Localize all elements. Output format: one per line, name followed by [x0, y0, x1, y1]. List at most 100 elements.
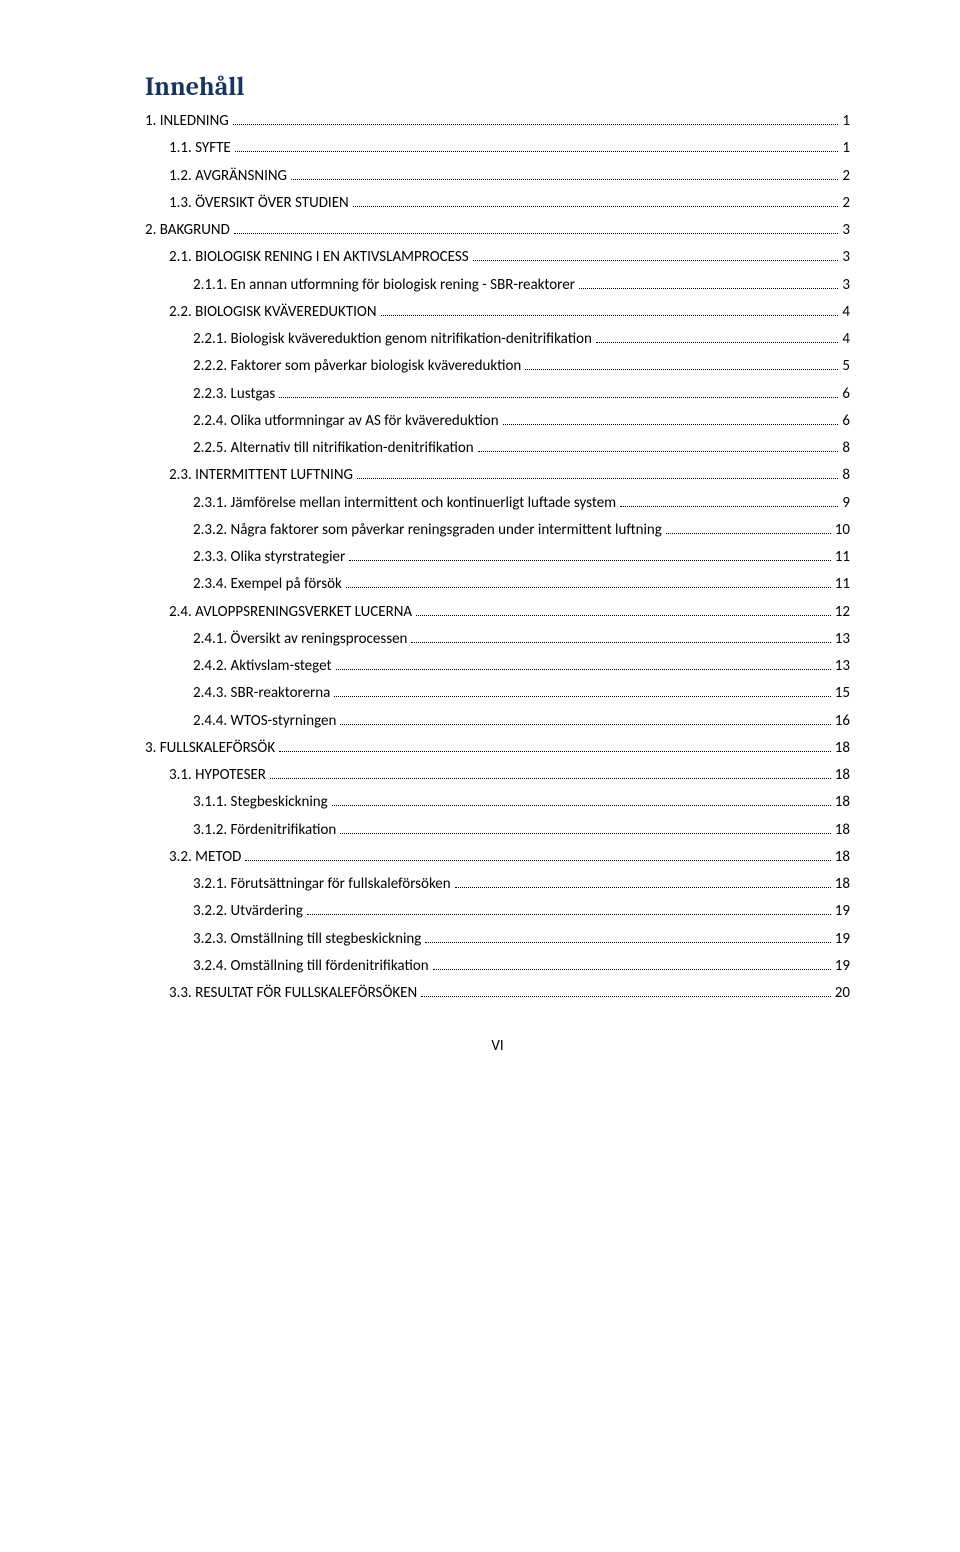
toc-label: 2.4.3. SBR-reaktorerna [193, 682, 330, 705]
toc-entry: 3.2.1. Förutsättningar för fullskaleförs… [145, 871, 850, 898]
toc-entry: 2.3.4. Exempel på försök11 [145, 571, 850, 598]
toc-entry: 3.1. HYPOTESER18 [145, 762, 850, 789]
toc-page: 2 [842, 165, 850, 188]
toc-leader [233, 124, 839, 125]
toc-leader [279, 751, 831, 752]
toc-page: 1 [842, 137, 850, 160]
toc-entry: 1. INLEDNING 1 [145, 108, 850, 135]
toc-leader [336, 669, 831, 670]
toc-page: 10 [835, 519, 850, 542]
toc-leader [353, 206, 839, 207]
toc-page: 4 [842, 301, 850, 324]
toc-leader [478, 451, 839, 452]
toc-label: 3. FULLSKALEFÖRSÖK [145, 737, 275, 760]
toc-page: 4 [842, 328, 850, 351]
toc-leader [503, 424, 839, 425]
toc-leader [346, 587, 831, 588]
toc-page: 18 [835, 846, 850, 869]
toc-page: 18 [835, 737, 850, 760]
toc-label: 2.3.4. Exempel på försök [193, 573, 342, 596]
toc-leader [234, 233, 839, 234]
toc-label: 3.2. METOD [169, 846, 241, 869]
toc-leader [332, 805, 831, 806]
toc-entry: 2.3.1. Jämförelse mellan intermittent oc… [145, 490, 850, 517]
toc-leader [357, 478, 838, 479]
toc-leader [596, 342, 839, 343]
page-number: VI [145, 1037, 850, 1055]
toc-label: 3.2.2. Utvärdering [193, 900, 303, 923]
toc-page: 18 [835, 819, 850, 842]
toc-entry: 1.2. AVGRÄNSNING 2 [145, 163, 850, 190]
toc-entry: 3.2. METOD 18 [145, 844, 850, 871]
toc-leader [411, 642, 830, 643]
toc-entry: 2.2. BIOLOGISK KVÄVEREDUKTION 4 [145, 299, 850, 326]
toc-page: 2 [842, 192, 850, 215]
page-title: Innehåll [145, 72, 850, 102]
toc-entry: 2.4. AVLOPPSRENINGSVERKET LUCERNA 12 [145, 599, 850, 626]
toc-label: 2.1. BIOLOGISK RENING I EN AKTIVSLAMPROC… [169, 246, 469, 269]
toc-page: 19 [835, 955, 850, 978]
toc-page: 6 [842, 383, 850, 406]
toc-label: 2.4.1. Översikt av reningsprocessen [193, 628, 407, 651]
toc-leader [579, 288, 838, 289]
toc-page: 8 [842, 437, 850, 460]
toc-entry: 2.4.3. SBR-reaktorerna 15 [145, 680, 850, 707]
toc-entry: 2.2.3. Lustgas6 [145, 381, 850, 408]
toc-entry: 2.3.3. Olika styrstrategier11 [145, 544, 850, 571]
toc-leader [416, 615, 831, 616]
toc-leader [279, 397, 838, 398]
toc-label: 1.3. ÖVERSIKT ÖVER STUDIEN [169, 192, 349, 215]
toc-entry: 3.1.2. Fördenitrifikation 18 [145, 817, 850, 844]
toc-leader [473, 260, 839, 261]
toc-page: 12 [835, 601, 850, 624]
toc-label: 3.1.2. Fördenitrifikation [193, 819, 336, 842]
toc-label: 2.2. BIOLOGISK KVÄVEREDUKTION [169, 301, 377, 324]
toc-entry: 3. FULLSKALEFÖRSÖK 18 [145, 735, 850, 762]
toc-leader [245, 860, 830, 861]
toc-leader [381, 315, 839, 316]
toc-entry: 2.4.1. Översikt av reningsprocessen 13 [145, 626, 850, 653]
toc-label: 2.4. AVLOPPSRENINGSVERKET LUCERNA [169, 601, 412, 624]
toc-label: 2.2.5. Alternativ till nitrifikation-den… [193, 437, 474, 460]
toc-entry: 3.2.3. Omställning till stegbeskickning1… [145, 926, 850, 953]
toc-entry: 1.1. SYFTE1 [145, 135, 850, 162]
toc-leader [425, 942, 830, 943]
toc-page: 18 [835, 791, 850, 814]
toc-entry: 2.2.2. Faktorer som påverkar biologisk k… [145, 353, 850, 380]
toc-page: 3 [842, 274, 850, 297]
toc-entry: 2.4.4. WTOS-styrningen 16 [145, 708, 850, 735]
toc-label: 2.4.4. WTOS-styrningen [193, 710, 336, 733]
toc-page: 16 [835, 710, 850, 733]
toc-label: 3.1.1. Stegbeskickning [193, 791, 328, 814]
toc-page: 15 [835, 682, 850, 705]
toc-entry: 2.3. INTERMITTENT LUFTNING8 [145, 462, 850, 489]
toc-label: 2.2.4. Olika utformningar av AS för kväv… [193, 410, 499, 433]
toc-page: 13 [835, 655, 850, 678]
toc-entry: 2.2.5. Alternativ till nitrifikation-den… [145, 435, 850, 462]
toc-label: 1. INLEDNING [145, 110, 229, 133]
toc-entry: 2. BAKGRUND 3 [145, 217, 850, 244]
toc-label: 2.3.1. Jämförelse mellan intermittent oc… [193, 492, 616, 515]
toc-label: 2. BAKGRUND [145, 219, 230, 242]
toc-leader [349, 560, 831, 561]
toc-page: 1 [842, 110, 850, 133]
toc-leader [421, 996, 831, 997]
toc-entry: 2.2.4. Olika utformningar av AS för kväv… [145, 408, 850, 435]
toc-entry: 2.2.1. Biologisk kvävereduktion genom ni… [145, 326, 850, 353]
toc-page: 3 [842, 246, 850, 269]
toc-leader [340, 833, 831, 834]
toc-page: 3 [842, 219, 850, 242]
toc-page: 8 [842, 464, 850, 487]
toc-page: 18 [835, 873, 850, 896]
toc-page: 19 [835, 928, 850, 951]
toc-page: 5 [842, 355, 850, 378]
toc-entry: 3.1.1. Stegbeskickning 18 [145, 789, 850, 816]
toc-label: 1.2. AVGRÄNSNING [169, 165, 287, 188]
toc-page: 11 [835, 546, 850, 569]
toc-label: 3.1. HYPOTESER [169, 764, 266, 787]
toc-page: 13 [835, 628, 850, 651]
toc-entry: 3.2.2. Utvärdering19 [145, 898, 850, 925]
toc-leader [666, 533, 831, 534]
toc-leader [307, 914, 831, 915]
toc-entry: 1.3. ÖVERSIKT ÖVER STUDIEN 2 [145, 190, 850, 217]
